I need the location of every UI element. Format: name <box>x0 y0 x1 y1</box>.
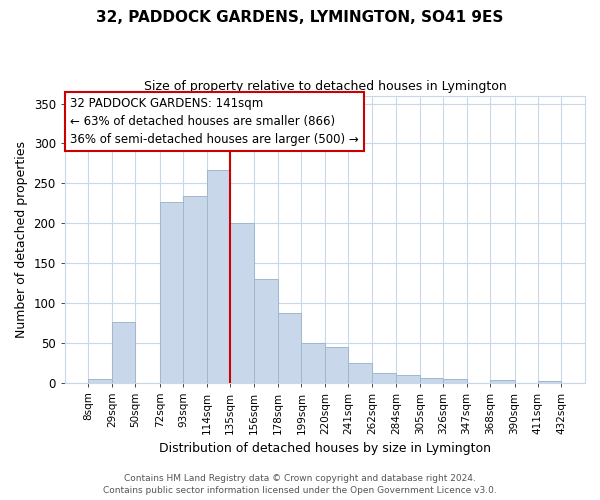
Bar <box>349 362 372 382</box>
Bar <box>254 279 278 382</box>
Bar <box>160 202 183 382</box>
Bar <box>301 342 325 382</box>
Bar <box>443 380 467 382</box>
Bar <box>206 170 230 382</box>
Bar <box>325 348 349 382</box>
Bar <box>88 378 112 382</box>
Bar <box>183 196 206 382</box>
Bar <box>278 313 301 382</box>
Bar <box>420 378 443 382</box>
Bar <box>112 322 136 382</box>
Bar <box>538 381 562 382</box>
Y-axis label: Number of detached properties: Number of detached properties <box>15 140 28 338</box>
Bar <box>490 380 515 382</box>
Title: Size of property relative to detached houses in Lymington: Size of property relative to detached ho… <box>143 80 506 93</box>
X-axis label: Distribution of detached houses by size in Lymington: Distribution of detached houses by size … <box>159 442 491 455</box>
Bar <box>396 376 420 382</box>
Text: 32 PADDOCK GARDENS: 141sqm
← 63% of detached houses are smaller (866)
36% of sem: 32 PADDOCK GARDENS: 141sqm ← 63% of deta… <box>70 97 359 146</box>
Bar <box>230 223 254 382</box>
Text: 32, PADDOCK GARDENS, LYMINGTON, SO41 9ES: 32, PADDOCK GARDENS, LYMINGTON, SO41 9ES <box>97 10 503 25</box>
Bar <box>372 373 396 382</box>
Text: Contains HM Land Registry data © Crown copyright and database right 2024.
Contai: Contains HM Land Registry data © Crown c… <box>103 474 497 495</box>
